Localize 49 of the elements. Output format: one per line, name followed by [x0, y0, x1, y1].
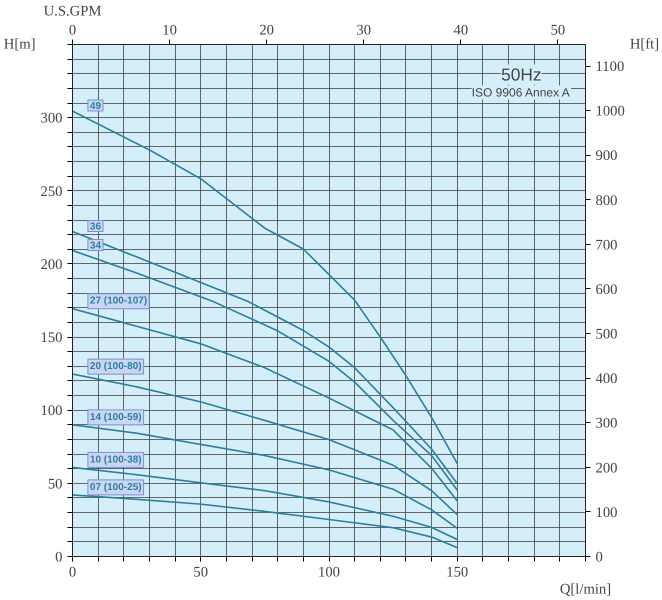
- y2-tick-label: 100: [596, 504, 618, 521]
- x-axis-title: Q[l/min]: [560, 582, 612, 598]
- y2-tick-label: 400: [596, 371, 618, 388]
- line-series: [72, 424, 458, 530]
- y-tick-label: 200: [40, 256, 62, 273]
- y2-tick-label: 900: [596, 148, 618, 164]
- y-tick-label: 250: [40, 184, 62, 200]
- x2-tick-label: 30: [356, 22, 372, 38]
- x2-tick-label: 50: [550, 22, 566, 38]
- y2-axis-title: H[ft]: [630, 36, 660, 52]
- line-series: [72, 494, 458, 548]
- series-label: 36: [90, 221, 102, 232]
- y2-tick-label: 1000: [596, 104, 625, 120]
- x2-axis-title: U.S.GPM: [44, 4, 102, 20]
- annotation: ISO 9906 Annex A: [472, 86, 570, 100]
- y-tick-label: 50: [48, 476, 62, 492]
- x-tick-label: 100: [318, 564, 340, 580]
- series-label: 20 (100-80): [90, 361, 142, 372]
- y2-tick-label: 800: [596, 192, 618, 209]
- y2-tick-label: 1100: [596, 59, 624, 76]
- series-label: 49: [90, 101, 102, 112]
- line-series: [72, 373, 458, 516]
- x2-tick-label: 0: [68, 22, 76, 38]
- x-tick-label: 150: [446, 564, 468, 580]
- line-series: [72, 466, 458, 540]
- y2-tick-label: 600: [596, 282, 618, 298]
- y2-tick-label: 200: [596, 460, 618, 476]
- series-label: 27 (100-107): [90, 296, 148, 307]
- series-label: 07 (100-25): [90, 482, 142, 493]
- y-tick-label: 0: [55, 550, 62, 566]
- y2-tick-label: 300: [596, 416, 618, 432]
- y2-tick-label: 500: [596, 326, 618, 343]
- series-label: 10 (100-38): [90, 454, 142, 466]
- x-tick-label: 50: [193, 564, 208, 580]
- x2-tick-label: 40: [454, 22, 468, 38]
- line-series: [72, 110, 458, 464]
- series-label: 34: [90, 240, 102, 252]
- y-tick-label: 300: [40, 110, 62, 127]
- y2-tick-label: 0: [596, 550, 603, 566]
- line-series: [72, 308, 458, 502]
- x-tick-label: 0: [68, 564, 76, 580]
- y2-tick-label: 700: [596, 237, 618, 254]
- x2-tick-label: 20: [259, 22, 274, 38]
- annotation: 50Hz: [501, 64, 542, 84]
- y-axis-title: H[m]: [4, 36, 36, 52]
- x2-tick-label: 10: [162, 22, 177, 38]
- y-tick-label: 150: [40, 330, 62, 346]
- y-tick-label: 100: [40, 403, 62, 420]
- series-label: 14 (100-59): [90, 412, 142, 423]
